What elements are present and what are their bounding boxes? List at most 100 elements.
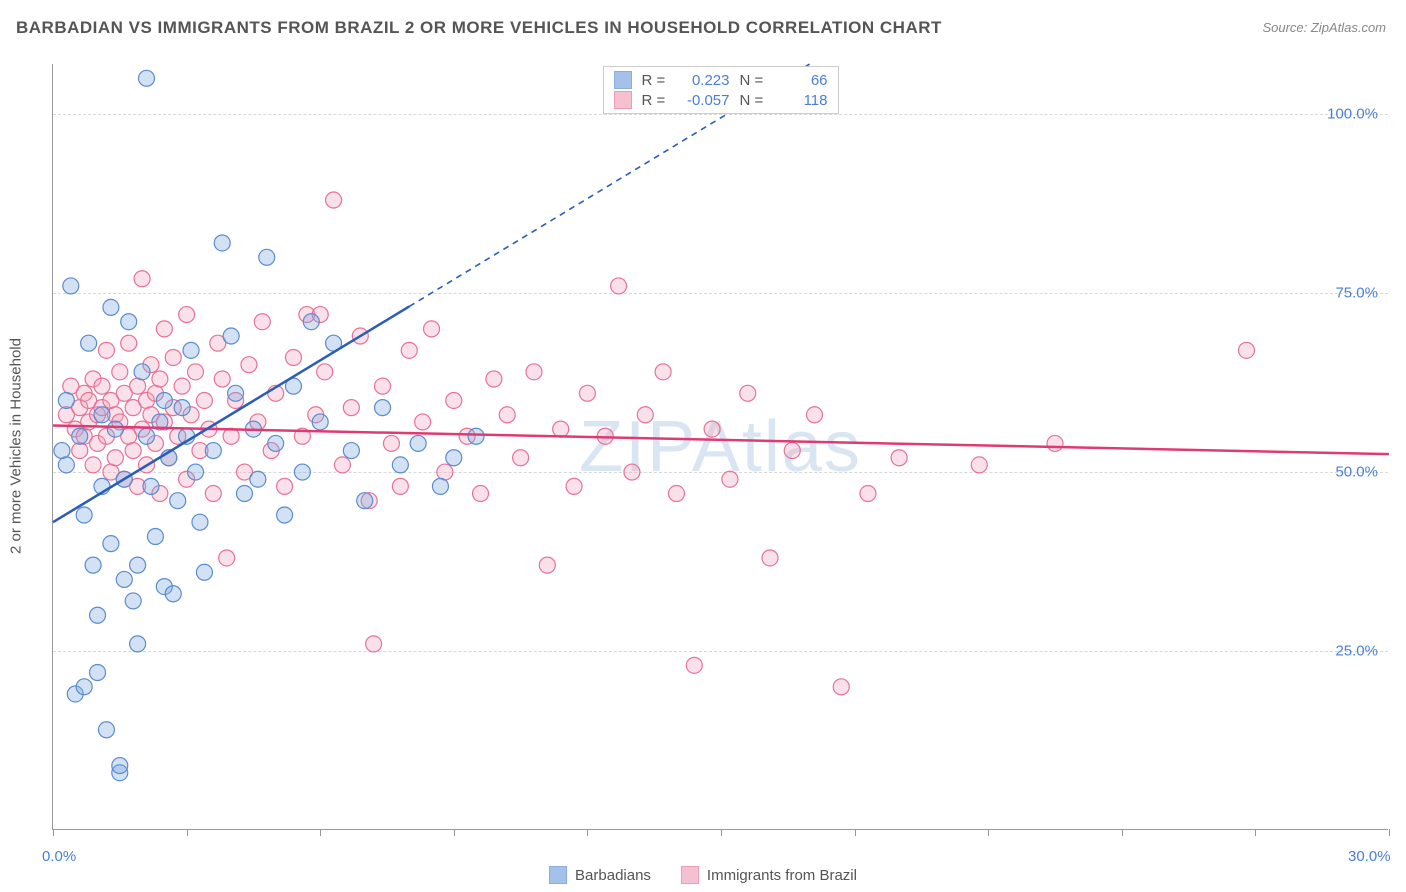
scatter-point xyxy=(468,428,484,444)
scatter-point xyxy=(250,471,266,487)
chart-title: BARBADIAN VS IMMIGRANTS FROM BRAZIL 2 OR… xyxy=(16,18,942,38)
swatch-barbadians xyxy=(549,866,567,884)
scatter-point xyxy=(655,364,671,380)
chart-svg xyxy=(53,64,1388,829)
scatter-point xyxy=(343,400,359,416)
scatter-point xyxy=(98,722,114,738)
stats-row-brazil: R = -0.057 N = 118 xyxy=(614,90,828,110)
scatter-point xyxy=(410,435,426,451)
x-tick xyxy=(53,829,54,836)
scatter-point xyxy=(762,550,778,566)
stats-row-barbadians: R = 0.223 N = 66 xyxy=(614,70,828,90)
scatter-point xyxy=(343,443,359,459)
scatter-point xyxy=(432,478,448,494)
scatter-point xyxy=(722,471,738,487)
scatter-point xyxy=(285,350,301,366)
scatter-point xyxy=(98,342,114,358)
legend-item-brazil: Immigrants from Brazil xyxy=(681,866,857,884)
scatter-point xyxy=(103,536,119,552)
x-tick xyxy=(1122,829,1123,836)
plot-area: ZIPAtlas 25.0%50.0%75.0%100.0% R = 0.223… xyxy=(52,64,1388,830)
swatch-brazil xyxy=(681,866,699,884)
scatter-point xyxy=(196,564,212,580)
scatter-point xyxy=(259,249,275,265)
scatter-point xyxy=(58,457,74,473)
scatter-point xyxy=(90,607,106,623)
scatter-point xyxy=(277,507,293,523)
scatter-point xyxy=(784,443,800,459)
scatter-point xyxy=(85,557,101,573)
scatter-point xyxy=(72,428,88,444)
legend-label-brazil: Immigrants from Brazil xyxy=(707,867,857,884)
scatter-point xyxy=(294,464,310,480)
scatter-point xyxy=(81,335,97,351)
stats-legend: R = 0.223 N = 66 R = -0.057 N = 118 xyxy=(603,66,839,114)
r-label: R = xyxy=(642,72,670,89)
scatter-point xyxy=(170,493,186,509)
x-tick xyxy=(721,829,722,836)
scatter-point xyxy=(179,307,195,323)
x-tick-label-max: 30.0% xyxy=(1348,848,1391,865)
r-value-brazil: -0.057 xyxy=(680,92,730,109)
scatter-point xyxy=(539,557,555,573)
scatter-point xyxy=(134,364,150,380)
scatter-point xyxy=(165,350,181,366)
scatter-point xyxy=(125,593,141,609)
scatter-point xyxy=(579,385,595,401)
scatter-point xyxy=(624,464,640,480)
x-tick xyxy=(855,829,856,836)
scatter-point xyxy=(139,70,155,86)
scatter-point xyxy=(130,557,146,573)
scatter-point xyxy=(152,371,168,387)
scatter-point xyxy=(1047,435,1063,451)
scatter-point xyxy=(833,679,849,695)
scatter-point xyxy=(121,314,137,330)
scatter-point xyxy=(611,278,627,294)
scatter-point xyxy=(125,443,141,459)
scatter-point xyxy=(130,378,146,394)
scatter-point xyxy=(54,443,70,459)
scatter-point xyxy=(303,314,319,330)
trend-line xyxy=(53,426,1389,455)
scatter-point xyxy=(334,457,350,473)
scatter-point xyxy=(188,364,204,380)
n-value-brazil: 118 xyxy=(778,92,828,109)
n-value-barbadians: 66 xyxy=(778,72,828,89)
legend-label-barbadians: Barbadians xyxy=(575,867,651,884)
scatter-point xyxy=(668,486,684,502)
scatter-point xyxy=(223,328,239,344)
n-label: N = xyxy=(740,92,768,109)
scatter-point xyxy=(236,486,252,502)
scatter-point xyxy=(165,586,181,602)
scatter-point xyxy=(76,679,92,695)
scatter-point xyxy=(366,636,382,652)
scatter-point xyxy=(326,192,342,208)
scatter-point xyxy=(704,421,720,437)
scatter-point xyxy=(156,392,172,408)
swatch-barbadians xyxy=(614,71,632,89)
scatter-point xyxy=(446,392,462,408)
scatter-point xyxy=(219,550,235,566)
scatter-point xyxy=(112,758,128,774)
scatter-point xyxy=(188,464,204,480)
scatter-point xyxy=(72,443,88,459)
scatter-point xyxy=(254,314,270,330)
scatter-point xyxy=(205,486,221,502)
x-tick-label-min: 0.0% xyxy=(42,848,76,865)
legend-item-barbadians: Barbadians xyxy=(549,866,651,884)
x-tick xyxy=(587,829,588,836)
source-label: Source: ZipAtlas.com xyxy=(1262,20,1386,35)
scatter-point xyxy=(76,507,92,523)
scatter-point xyxy=(192,514,208,530)
scatter-point xyxy=(174,400,190,416)
scatter-point xyxy=(637,407,653,423)
scatter-point xyxy=(392,478,408,494)
scatter-point xyxy=(357,493,373,509)
scatter-point xyxy=(807,407,823,423)
scatter-point xyxy=(553,421,569,437)
x-tick xyxy=(320,829,321,836)
scatter-point xyxy=(415,414,431,430)
scatter-point xyxy=(526,364,542,380)
x-tick xyxy=(1255,829,1256,836)
series-legend: Barbadians Immigrants from Brazil xyxy=(549,866,857,884)
